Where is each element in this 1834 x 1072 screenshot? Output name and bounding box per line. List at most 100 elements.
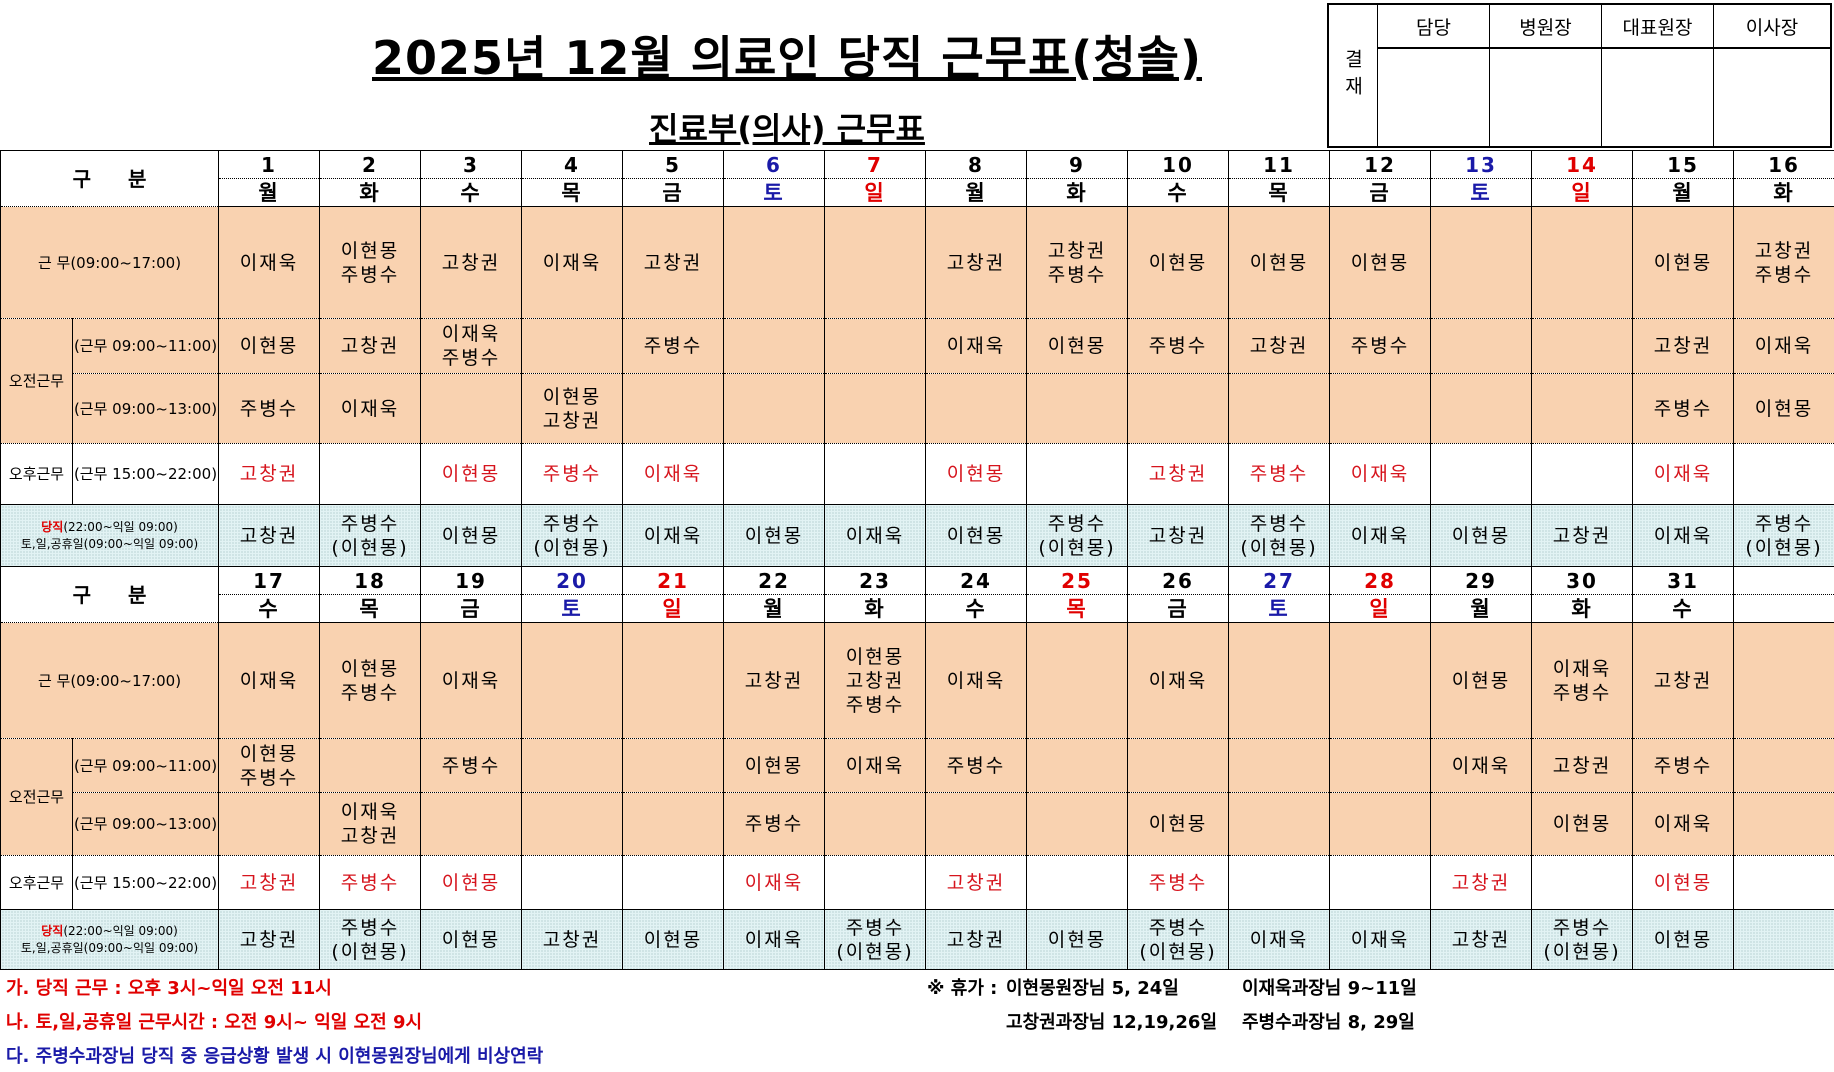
am1-cell[interactable] [1733,738,1834,793]
duty-cell[interactable]: 고창권 [218,909,321,970]
pm-cell[interactable]: 이재욱 [723,855,826,910]
work-cell[interactable]: 고창권 주병수 [1026,206,1129,319]
work-cell[interactable]: 고창권 [622,206,725,319]
work-cell[interactable] [1329,622,1432,739]
work-cell[interactable]: 이재욱 [218,206,321,319]
duty-cell[interactable]: 이재욱 [1329,909,1432,970]
am2-cell[interactable] [622,792,725,856]
duty-cell[interactable]: 이재욱 [1329,504,1432,567]
duty-cell[interactable]: 이재욱 [622,504,725,567]
pm-cell[interactable]: 이재욱 [1632,443,1735,505]
duty-cell[interactable]: 이현몽 [1026,909,1129,970]
am1-cell[interactable]: 주병수 [1127,318,1230,374]
duty-cell[interactable]: 이현몽 [622,909,725,970]
work-cell[interactable]: 이재욱 [925,622,1028,739]
am1-cell[interactable]: 이재욱 [1733,318,1834,374]
pm-cell[interactable]: 주병수 [1228,443,1331,505]
work-cell[interactable]: 이현몽 주병수 [319,622,422,739]
pm-cell[interactable] [824,855,927,910]
work-cell[interactable]: 고창권 [420,206,523,319]
duty-cell[interactable]: 이재욱 [824,504,927,567]
am2-cell[interactable]: 이재욱 [319,373,422,444]
am1-cell[interactable] [319,738,422,793]
work-cell[interactable] [521,622,624,739]
am2-cell[interactable]: 이재욱 [1632,792,1735,856]
am2-cell[interactable]: 이현몽 [1531,792,1634,856]
am2-cell[interactable] [824,373,927,444]
duty-cell[interactable]: 주병수 (이현몽) [1127,909,1230,970]
work-cell[interactable]: 이재욱 주병수 [1531,622,1634,739]
am1-cell[interactable] [622,738,725,793]
pm-cell[interactable] [1026,443,1129,505]
work-cell[interactable]: 이현몽 고창권 주병수 [824,622,927,739]
am1-cell[interactable] [1127,738,1230,793]
am2-cell[interactable] [1127,373,1230,444]
duty-cell[interactable]: 주병수 (이현몽) [1733,504,1834,567]
work-cell[interactable]: 이재욱 [218,622,321,739]
duty-cell[interactable]: 이현몽 [1632,909,1735,970]
am2-cell[interactable] [1733,792,1834,856]
am2-cell[interactable]: 이재욱 고창권 [319,792,422,856]
duty-cell[interactable]: 이재욱 [1228,909,1331,970]
am2-cell[interactable] [925,373,1028,444]
am1-cell[interactable] [1228,738,1331,793]
work-cell[interactable] [1228,622,1331,739]
am2-cell[interactable]: 이현몽 [1127,792,1230,856]
duty-cell[interactable]: 이현몽 [925,504,1028,567]
duty-cell[interactable]: 고창권 [218,504,321,567]
am1-cell[interactable]: 주병수 [1329,318,1432,374]
am1-cell[interactable]: 이현몽 [218,318,321,374]
signature-cell[interactable] [1713,49,1830,146]
am1-cell[interactable] [1531,318,1634,374]
work-cell[interactable]: 이재욱 [521,206,624,319]
work-cell[interactable]: 고창권 [1632,622,1735,739]
pm-cell[interactable]: 고창권 [925,855,1028,910]
am2-cell[interactable]: 이현몽 고창권 [521,373,624,444]
am1-cell[interactable]: 주병수 [420,738,523,793]
work-cell[interactable]: 이현몽 주병수 [319,206,422,319]
am1-cell[interactable] [824,318,927,374]
pm-cell[interactable] [723,443,826,505]
am2-cell[interactable] [1228,373,1331,444]
work-cell[interactable] [824,206,927,319]
am2-cell[interactable] [925,792,1028,856]
pm-cell[interactable]: 이현몽 [1632,855,1735,910]
pm-cell[interactable] [1733,443,1834,505]
am2-cell[interactable] [1531,373,1634,444]
pm-cell[interactable] [521,855,624,910]
work-cell[interactable]: 이재욱 [1127,622,1230,739]
pm-cell[interactable]: 이재욱 [1329,443,1432,505]
am2-cell[interactable] [1329,373,1432,444]
am1-cell[interactable]: 이현몽 주병수 [218,738,321,793]
signature-cell[interactable] [1601,49,1713,146]
am1-cell[interactable]: 이재욱 [1430,738,1533,793]
pm-cell[interactable] [1228,855,1331,910]
duty-cell[interactable]: 이현몽 [420,909,523,970]
duty-cell[interactable]: 주병수 (이현몽) [824,909,927,970]
am1-cell[interactable] [723,318,826,374]
am2-cell[interactable] [1228,792,1331,856]
duty-cell[interactable]: 이재욱 [1632,504,1735,567]
am2-cell[interactable] [1430,792,1533,856]
duty-cell[interactable]: 이현몽 [723,504,826,567]
am2-cell[interactable] [420,373,523,444]
duty-cell[interactable]: 주병수 (이현몽) [521,504,624,567]
duty-cell[interactable]: 주병수 (이현몽) [319,504,422,567]
work-cell[interactable]: 이현몽 [1329,206,1432,319]
pm-cell[interactable] [319,443,422,505]
am2-cell[interactable] [1026,792,1129,856]
am2-cell[interactable]: 이현몽 [1733,373,1834,444]
duty-cell[interactable]: 고창권 [925,909,1028,970]
am1-cell[interactable] [521,318,624,374]
duty-cell[interactable]: 주병수 (이현몽) [1228,504,1331,567]
work-cell[interactable]: 이현몽 [1632,206,1735,319]
pm-cell[interactable]: 이현몽 [420,443,523,505]
signature-cell[interactable] [1489,49,1601,146]
am1-cell[interactable]: 고창권 [1632,318,1735,374]
work-cell[interactable]: 고창권 주병수 [1733,206,1834,319]
am1-cell[interactable] [1430,318,1533,374]
pm-cell[interactable]: 이현몽 [420,855,523,910]
am1-cell[interactable]: 이현몽 [1026,318,1129,374]
am2-cell[interactable] [420,792,523,856]
am2-cell[interactable] [824,792,927,856]
